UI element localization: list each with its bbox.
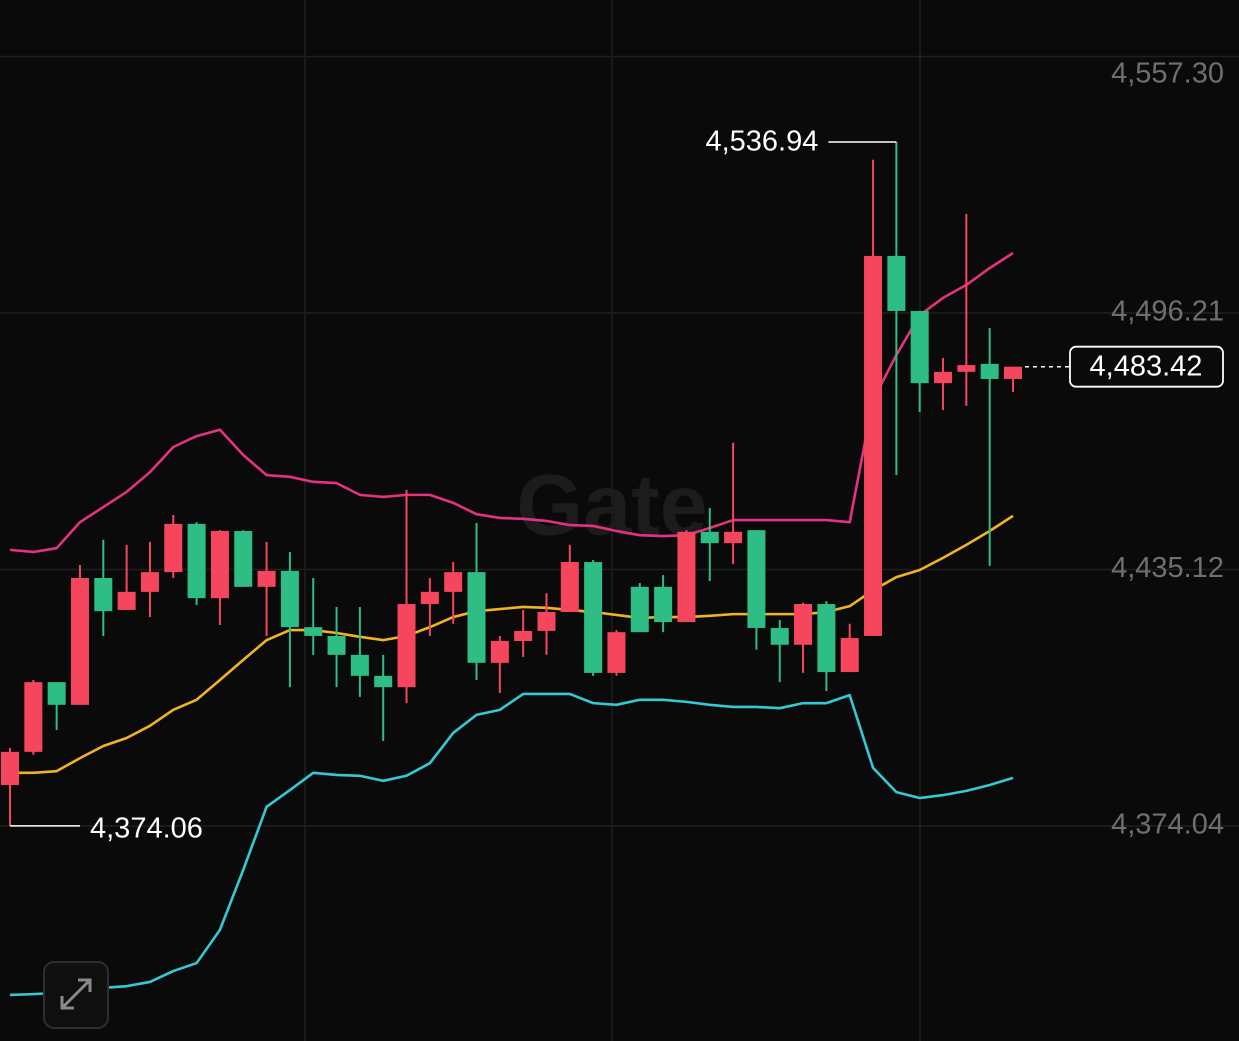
y-tick-label: 4,435.12	[1111, 552, 1224, 584]
candle-body	[24, 682, 43, 752]
bands	[9, 251, 1014, 997]
candle-body	[47, 682, 66, 705]
candle-body	[514, 630, 533, 641]
candle-body	[444, 572, 463, 592]
candle-body	[584, 562, 603, 673]
candle-body	[747, 530, 766, 628]
candle-body	[304, 627, 323, 636]
candle-body	[374, 675, 393, 688]
candles	[1, 141, 1022, 826]
time-grid	[304, 0, 921, 1041]
low-label: 4,374.06	[90, 813, 203, 845]
candle-body	[280, 570, 299, 628]
candle-body	[537, 612, 556, 631]
labels: 4,374.04 4,435.12 4,496.21 4,557.30 4,536.94…	[10, 58, 1224, 845]
candle-body	[234, 530, 253, 587]
candle-body	[630, 586, 649, 633]
candle-body	[677, 531, 696, 623]
candle-body	[700, 531, 719, 544]
y-tick-label: 4,557.30	[1111, 58, 1224, 90]
candle-body	[607, 632, 626, 673]
band-line	[9, 251, 1014, 554]
band-line	[9, 692, 1014, 997]
expand-icon[interactable]	[60, 978, 92, 1010]
candle-body	[910, 310, 929, 384]
candle-body	[560, 562, 579, 613]
candle-body	[770, 627, 789, 645]
expand-button[interactable]	[43, 961, 109, 1029]
candle-body	[257, 570, 276, 587]
y-tick-label: 4,374.04	[1111, 809, 1224, 841]
candle-body	[1004, 366, 1022, 379]
candle-body	[210, 530, 229, 599]
candle-body	[980, 363, 999, 379]
candle-body	[164, 523, 183, 573]
y-tick-label: 4,496.21	[1111, 296, 1224, 328]
band-line	[10, 514, 1014, 775]
grid	[0, 55, 1239, 827]
candle-body	[490, 640, 509, 663]
candle-body	[467, 572, 486, 663]
last-price-box	[1069, 345, 1224, 388]
candle-body	[724, 531, 743, 544]
high-label: 4,536.94	[705, 126, 818, 158]
candle-body	[187, 523, 206, 599]
candle-body	[934, 371, 953, 384]
candle-body	[350, 654, 369, 676]
candle-body	[957, 365, 976, 372]
candle-body	[817, 604, 836, 673]
candle-body	[397, 604, 416, 688]
candle-body	[70, 578, 89, 705]
candle-body	[327, 635, 346, 655]
candle-body	[887, 255, 906, 311]
candle-body	[140, 572, 159, 592]
candle-body	[794, 604, 813, 645]
candle-body	[1, 751, 19, 786]
watermark: Gate	[516, 458, 707, 554]
last-price-label: 4,483.42	[1090, 350, 1203, 382]
candle-body	[840, 638, 859, 673]
candle-body	[654, 586, 673, 623]
candle-body	[117, 591, 136, 610]
candle-body	[420, 591, 439, 605]
candle-body	[864, 255, 883, 636]
candle-body	[94, 578, 113, 612]
